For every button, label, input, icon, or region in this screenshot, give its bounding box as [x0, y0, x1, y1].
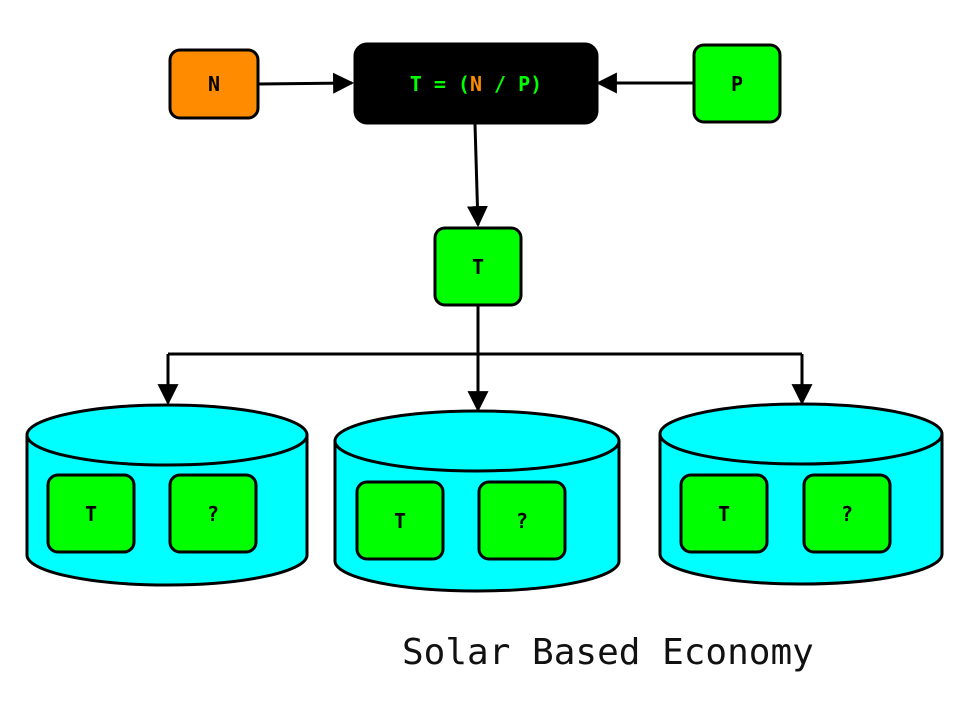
- container-2-t-box: [355, 480, 445, 561]
- formula-lhs: T = (: [410, 72, 470, 96]
- container-1-q-box: [168, 473, 258, 554]
- container-3-q-box: [802, 473, 892, 554]
- diagram-caption: Solar Based Economy: [402, 632, 814, 673]
- connectors: [157, 72, 813, 413]
- container-3-q-label: ?: [841, 502, 853, 526]
- formula-text: T = (N / P): [410, 72, 542, 96]
- node-p-label: P: [731, 72, 743, 96]
- container-1-t-label: T: [85, 502, 97, 526]
- arrow-n-to-formula: [257, 72, 355, 94]
- container-2: T ?: [333, 409, 621, 593]
- container-3-t-box: [679, 473, 769, 554]
- container-3: T ?: [658, 402, 944, 586]
- formula-n: N: [470, 72, 482, 96]
- node-t-label: T: [472, 255, 484, 279]
- node-p: P: [692, 43, 782, 124]
- formula-rest: / P): [482, 72, 542, 96]
- node-n-label: N: [208, 72, 220, 96]
- formula-node: T = (N / P): [353, 42, 599, 125]
- container-3-t-label: T: [718, 502, 730, 526]
- container-2-q-label: ?: [516, 509, 528, 533]
- node-n: N: [168, 48, 260, 120]
- arrow-formula-to-t: [466, 123, 488, 228]
- node-t: T: [433, 226, 523, 307]
- container-2-t-label: T: [394, 509, 406, 533]
- container-1-q-label: ?: [207, 502, 219, 526]
- container-1: T ?: [25, 403, 309, 587]
- container-2-q-box: [477, 480, 567, 561]
- container-1-t-box: [46, 473, 136, 554]
